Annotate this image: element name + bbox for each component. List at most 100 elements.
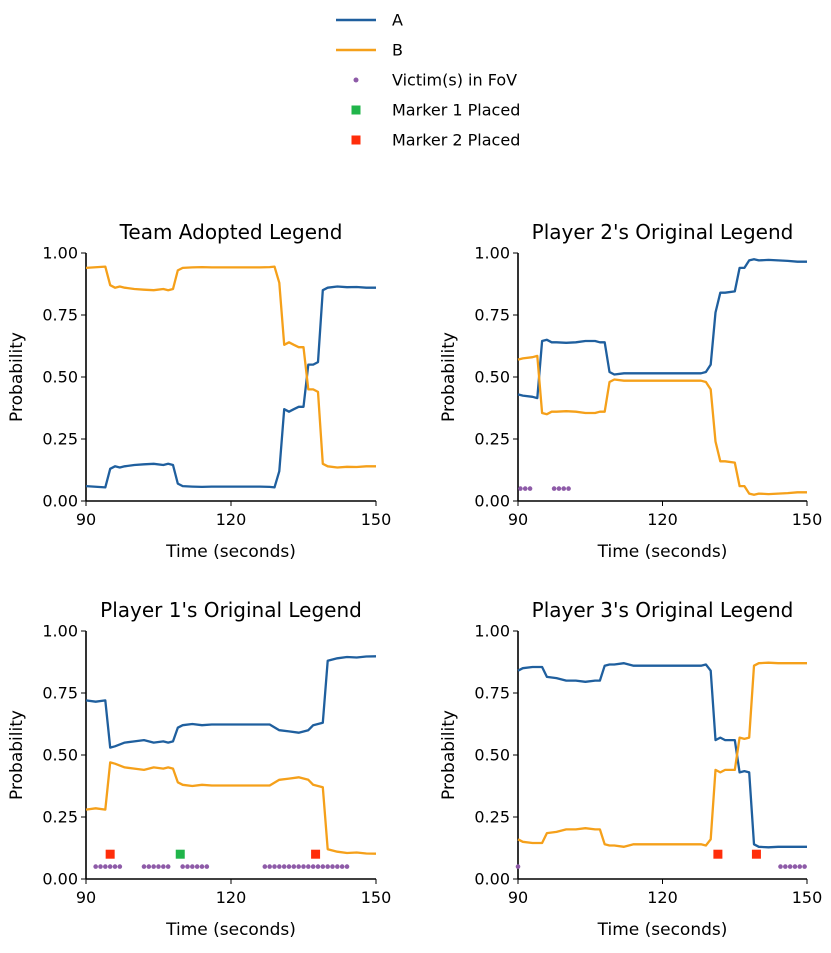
x-tick-label: 120 xyxy=(647,888,678,907)
marker-victim-s-in-fov xyxy=(325,864,330,869)
series-line-a xyxy=(517,258,807,400)
marker-victim-s-in-fov xyxy=(199,864,205,869)
series-line-b xyxy=(517,661,807,848)
series-line-a xyxy=(85,655,377,749)
legend-label: Marker 2 Placed xyxy=(392,131,520,150)
marker-victim-s-in-fov xyxy=(156,864,161,869)
marker-victim-s-in-fov xyxy=(194,864,200,869)
x-tick-label: 120 xyxy=(647,510,678,529)
marker-victim-s-in-fov xyxy=(286,864,292,869)
marker-victim-s-in-fov xyxy=(117,864,123,869)
x-tick-label: 120 xyxy=(216,888,247,907)
marker-victim-s-in-fov xyxy=(320,864,326,869)
panel-title: Team Adopted Legend xyxy=(119,220,343,244)
series-line-a xyxy=(517,662,807,849)
x-axis-label: Time (seconds) xyxy=(165,542,296,562)
legend-label: Marker 1 Placed xyxy=(392,101,520,120)
x-tick-label: 90 xyxy=(508,510,528,529)
legend-entry-victim-s-in-fov: Victim(s) in FoV xyxy=(353,71,517,90)
panel-title: Player 2's Original Legend xyxy=(532,220,794,244)
series-line-a xyxy=(85,285,376,489)
panel-title: Player 1's Original Legend xyxy=(100,598,362,622)
y-axis-label: Probability xyxy=(7,332,27,422)
marker-victim-s-in-fov xyxy=(190,864,195,869)
x-axis-label: Time (seconds) xyxy=(597,542,728,562)
panel-team-adopted-legend: Team Adopted Legend 0.00 0.25 0.50 0.75 1.00 9… xyxy=(7,220,391,562)
marker-marker-1-placed xyxy=(175,849,185,859)
y-axis-label: Probability xyxy=(439,710,459,800)
marker-victim-s-in-fov xyxy=(556,486,562,491)
series-line-b xyxy=(517,354,807,496)
x-axis-label: Time (seconds) xyxy=(597,920,728,940)
y-tick-label: 0.75 xyxy=(474,684,510,703)
marker-victim-s-in-fov xyxy=(93,864,98,869)
marker-victim-s-in-fov xyxy=(204,864,210,869)
marker-victim-s-in-fov xyxy=(291,864,297,869)
marker-victim-s-in-fov xyxy=(165,864,171,869)
series-line-b xyxy=(85,761,377,855)
x-tick-label: 90 xyxy=(76,510,96,529)
y-tick-label: 0.25 xyxy=(42,430,78,449)
y-tick-label: 1.00 xyxy=(474,244,510,263)
marker-victim-s-in-fov xyxy=(185,864,190,869)
marker-victim-s-in-fov xyxy=(306,864,311,869)
y-tick-label: 0.50 xyxy=(42,368,78,387)
marker-victim-s-in-fov xyxy=(797,864,803,869)
marker-victim-s-in-fov xyxy=(112,864,118,869)
y-tick-label: 0.00 xyxy=(42,870,78,889)
panel-player-2-s-original-legend: Player 2's Original Legend 0.00 0.25 0.50 0.… xyxy=(439,220,822,562)
x-tick-label: 150 xyxy=(792,888,823,907)
panel-title: Player 3's Original Legend xyxy=(532,598,794,622)
figure-legend: AB Victim(s) in FoV Marker 1 Placed Marker … xyxy=(336,11,520,150)
legend-entry-marker-1-placed: Marker 1 Placed xyxy=(351,101,520,120)
marker-victim-s-in-fov xyxy=(566,486,571,491)
y-tick-label: 0.00 xyxy=(474,870,510,889)
y-tick-label: 0.75 xyxy=(42,306,78,325)
marker-victim-s-in-fov xyxy=(344,864,350,869)
x-tick-label: 120 xyxy=(216,510,247,529)
marker-victim-s-in-fov xyxy=(515,864,521,869)
marker-victim-s-in-fov xyxy=(301,864,306,869)
y-tick-label: 0.25 xyxy=(474,808,510,827)
legend-swatch-square xyxy=(351,135,361,145)
y-tick-label: 0.75 xyxy=(474,306,510,325)
marker-victim-s-in-fov xyxy=(310,864,316,869)
legend-label: Victim(s) in FoV xyxy=(392,71,517,90)
marker-victim-s-in-fov xyxy=(98,864,103,869)
x-tick-label: 150 xyxy=(361,510,392,529)
y-tick-label: 0.25 xyxy=(474,430,510,449)
x-axis-label: Time (seconds) xyxy=(165,920,296,940)
marker-victim-s-in-fov xyxy=(518,486,523,491)
y-axis-label: Probability xyxy=(439,332,459,422)
marker-victim-s-in-fov xyxy=(527,486,533,491)
marker-victim-s-in-fov xyxy=(141,864,147,869)
marker-victim-s-in-fov xyxy=(778,864,783,869)
marker-victim-s-in-fov xyxy=(151,864,156,869)
y-tick-label: 0.50 xyxy=(474,368,510,387)
legend-entry-b: B xyxy=(336,41,403,60)
marker-victim-s-in-fov xyxy=(561,486,567,491)
y-tick-label: 1.00 xyxy=(42,622,78,641)
marker-victim-s-in-fov xyxy=(522,486,528,491)
marker-victim-s-in-fov xyxy=(146,864,152,869)
marker-victim-s-in-fov xyxy=(783,864,788,869)
series-line-b xyxy=(85,265,376,469)
marker-victim-s-in-fov xyxy=(339,864,345,869)
panel-player-1-s-original-legend: Player 1's Original Legend 0.00 0.25 0.50 0.… xyxy=(7,598,391,940)
marker-victim-s-in-fov xyxy=(787,864,793,869)
legend-swatch-dot xyxy=(353,77,359,83)
marker-marker-2-placed xyxy=(311,849,321,859)
y-tick-label: 0.75 xyxy=(42,684,78,703)
legend-label: B xyxy=(392,41,403,60)
y-tick-label: 0.50 xyxy=(42,746,78,765)
y-axis-label: Probability xyxy=(7,710,27,800)
x-tick-label: 150 xyxy=(361,888,392,907)
marker-victim-s-in-fov xyxy=(277,864,282,869)
marker-victim-s-in-fov xyxy=(335,864,340,869)
marker-victim-s-in-fov xyxy=(551,486,557,491)
marker-victim-s-in-fov xyxy=(802,864,807,869)
panel-player-3-s-original-legend: Player 3's Original Legend 0.00 0.25 0.50 0.… xyxy=(439,598,822,940)
marker-victim-s-in-fov xyxy=(296,864,301,869)
marker-victim-s-in-fov xyxy=(792,864,798,869)
y-tick-label: 0.00 xyxy=(474,492,510,511)
